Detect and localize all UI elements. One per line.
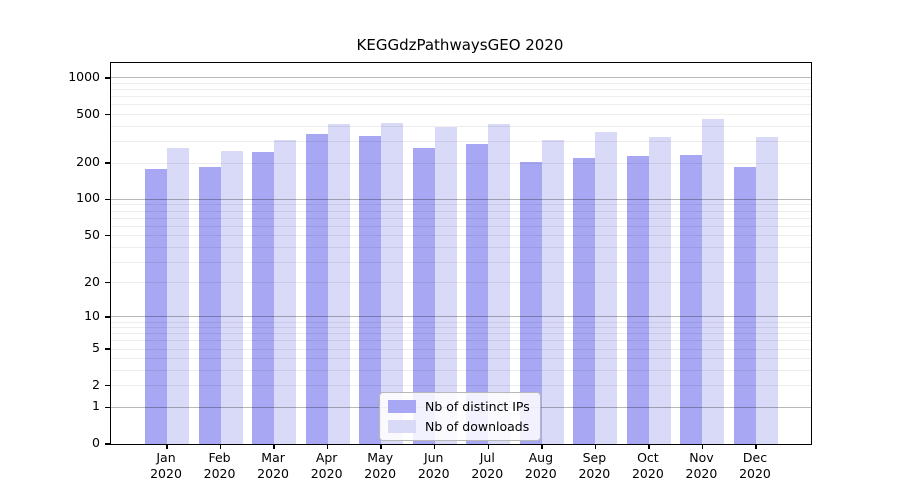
bar-downloads-aug-2020: [541, 139, 564, 444]
bar-downloads-sep-2020: [595, 131, 618, 444]
legend-swatch-downloads: [388, 420, 416, 433]
bar-distinct-ips-apr-2020: [305, 134, 328, 444]
x-tick-mark-feb-2020: [219, 444, 222, 449]
bar-downloads-may-2020: [381, 122, 404, 444]
bar-downloads-jan-2020: [167, 147, 189, 444]
gridline-500: [111, 114, 811, 116]
bar-distinct-ips-sep-2020: [573, 158, 596, 444]
x-tick-label-may-2020: May 2020: [364, 450, 397, 481]
x-tick-mark-oct-2020: [648, 444, 650, 449]
y-tick-label-5: 5: [92, 340, 100, 356]
bar-downloads-oct-2020: [648, 136, 671, 444]
gridline-700: [111, 96, 811, 98]
gridline-800: [111, 89, 811, 91]
bar-downloads-jul-2020: [488, 123, 511, 444]
y-tick-mark-1: [105, 406, 111, 408]
x-tick-label-jan-2020: Jan 2020: [150, 450, 182, 481]
y-tick-label-10: 10: [84, 307, 100, 323]
x-tick-label-jul-2020: Jul 2020: [471, 450, 504, 481]
x-tick-label-apr-2020: Apr 2020: [310, 450, 343, 481]
bar-downloads-dec-2020: [755, 137, 778, 444]
legend: Nb of distinct IPs Nb of downloads: [379, 392, 541, 441]
x-tick-mark-jun-2020: [434, 444, 436, 449]
x-tick-label-nov-2020: Nov 2020: [685, 450, 718, 481]
x-tick-mark-nov-2020: [701, 444, 704, 449]
x-tick-mark-sep-2020: [594, 444, 597, 449]
y-tick-mark-5: [105, 348, 111, 350]
x-tick-label-jun-2020: Jun 2020: [417, 450, 450, 481]
legend-label-downloads: Nb of downloads: [425, 419, 530, 434]
legend-item-distinct-ips: Nb of distinct IPs: [388, 399, 530, 414]
bar-downloads-nov-2020: [702, 118, 725, 444]
y-tick-mark-500: [105, 113, 111, 116]
bar-downloads-mar-2020: [274, 140, 297, 444]
y-tick-mark-1000: [105, 77, 111, 79]
gridline-600: [111, 104, 811, 106]
x-tick-mark-dec-2020: [755, 444, 757, 449]
bar-distinct-ips-nov-2020: [680, 155, 703, 444]
y-tick-mark-200: [105, 162, 111, 164]
y-tick-label-1000: 1000: [68, 68, 100, 84]
bar-downloads-feb-2020: [220, 150, 243, 444]
y-tick-label-2: 2: [92, 376, 100, 392]
y-tick-label-0: 0: [92, 435, 100, 450]
x-tick-label-oct-2020: Oct 2020: [631, 450, 664, 481]
bar-downloads-jun-2020: [434, 127, 457, 444]
gridline-1000: [111, 77, 811, 79]
legend-label-distinct-ips: Nb of distinct IPs: [425, 399, 530, 414]
plot-area: Nb of distinct IPs Nb of downloads: [105, 62, 812, 449]
bar-distinct-ips-jun-2020: [412, 147, 435, 444]
bar-distinct-ips-jul-2020: [466, 144, 489, 444]
y-tick-mark-50: [105, 234, 111, 237]
x-tick-mark-may-2020: [380, 444, 382, 449]
legend-swatch-distinct-ips: [388, 400, 416, 413]
bar-distinct-ips-dec-2020: [733, 166, 756, 444]
x-tick-label-aug-2020: Aug 2020: [524, 450, 557, 481]
y-tick-label-20: 20: [84, 273, 100, 289]
y-tick-label-100: 100: [76, 190, 100, 206]
x-tick-label-mar-2020: Mar 2020: [257, 450, 289, 481]
x-tick-mark-mar-2020: [273, 444, 275, 449]
legend-item-downloads: Nb of downloads: [388, 419, 530, 434]
x-tick-label-sep-2020: Sep 2020: [578, 450, 611, 481]
chart-title: KEGGdzPathwaysGEO 2020: [356, 36, 564, 54]
bar-distinct-ips-may-2020: [359, 136, 382, 444]
x-tick-mark-aug-2020: [541, 444, 543, 449]
y-tick-mark-20: [105, 281, 111, 284]
bar-distinct-ips-feb-2020: [198, 166, 221, 444]
y-tick-mark-0: [105, 443, 111, 445]
bar-downloads-apr-2020: [327, 123, 350, 444]
gridline-900: [111, 83, 811, 85]
y-tick-mark-2: [105, 385, 111, 387]
x-tick-label-feb-2020: Feb 2020: [203, 450, 236, 481]
bar-distinct-ips-oct-2020: [626, 156, 649, 444]
x-tick-label-dec-2020: Dec 2020: [739, 450, 771, 481]
y-tick-mark-10: [105, 316, 111, 318]
y-tick-label-200: 200: [76, 154, 100, 169]
x-tick-mark-apr-2020: [326, 444, 329, 449]
x-tick-mark-jan-2020: [166, 444, 168, 449]
bar-distinct-ips-mar-2020: [252, 151, 275, 444]
y-tick-label-500: 500: [76, 105, 100, 121]
y-tick-label-1: 1: [92, 398, 100, 414]
bar-distinct-ips-aug-2020: [519, 161, 542, 444]
bar-distinct-ips-jan-2020: [145, 168, 167, 444]
x-tick-mark-jul-2020: [487, 444, 489, 449]
y-tick-mark-100: [105, 198, 111, 201]
y-tick-label-50: 50: [84, 226, 100, 242]
